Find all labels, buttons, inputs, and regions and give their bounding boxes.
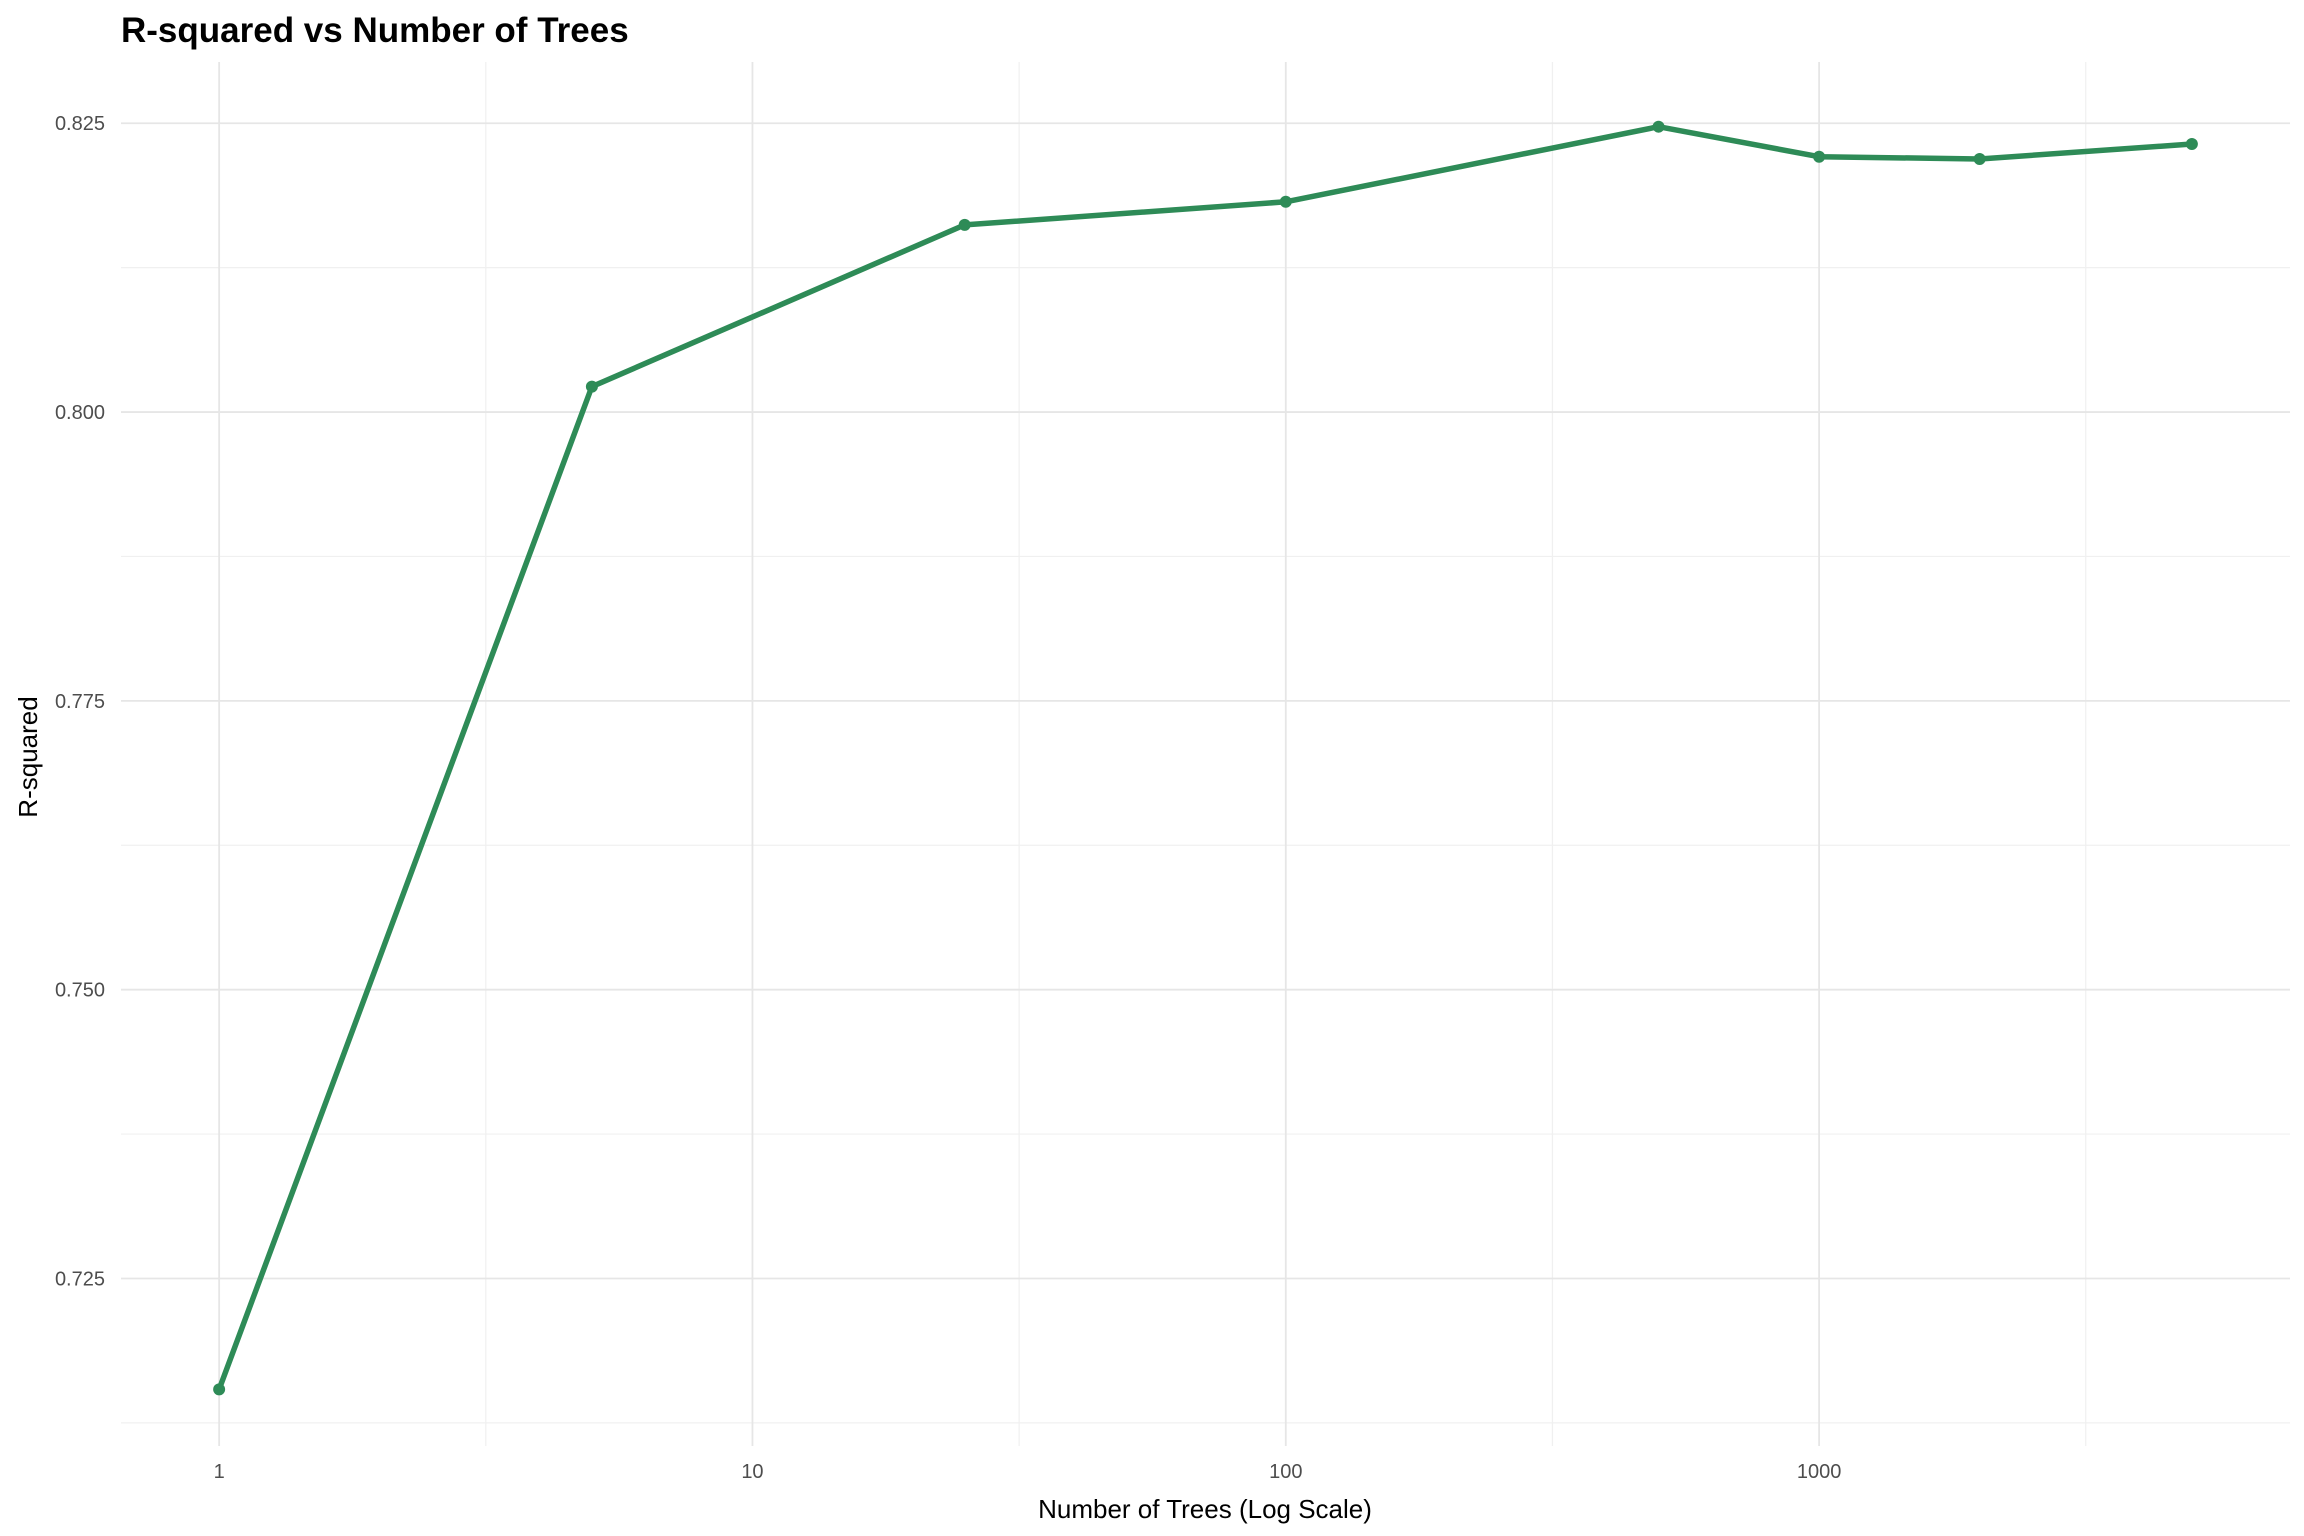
x-tick-label: 100 — [1269, 1461, 1302, 1483]
data-point — [1652, 120, 1665, 133]
y-tick-label: 0.775 — [55, 691, 105, 713]
series-layer — [213, 120, 2198, 1396]
y-tick-label: 0.750 — [55, 980, 105, 1002]
x-axis-title: Number of Trees (Log Scale) — [1038, 1494, 1372, 1524]
y-tick-label: 0.725 — [55, 1268, 105, 1290]
y-axis-title: R-squared — [13, 696, 43, 817]
data-point — [2185, 138, 2198, 151]
y-tick-label: 0.800 — [55, 402, 105, 424]
x-tick-label: 1000 — [1797, 1461, 1842, 1483]
y-tick-label: 0.825 — [55, 113, 105, 135]
data-point — [1973, 153, 1986, 166]
y-axis-tick-labels: 0.725 0.750 0.775 0.800 0.825 — [55, 113, 105, 1290]
minor-gridlines — [121, 62, 2290, 1446]
data-point — [1279, 195, 1292, 208]
major-gridlines — [121, 62, 2290, 1446]
chart-title: R-squared vs Number of Trees — [121, 11, 629, 50]
series-line — [216, 123, 2195, 1393]
x-axis-tick-labels: 1 10 100 1000 — [214, 1461, 1842, 1483]
x-tick-label: 1 — [214, 1461, 225, 1483]
data-point — [213, 1383, 226, 1396]
data-point — [1813, 150, 1826, 163]
data-point — [958, 218, 971, 231]
data-point — [585, 380, 598, 393]
x-tick-label: 10 — [741, 1461, 763, 1483]
